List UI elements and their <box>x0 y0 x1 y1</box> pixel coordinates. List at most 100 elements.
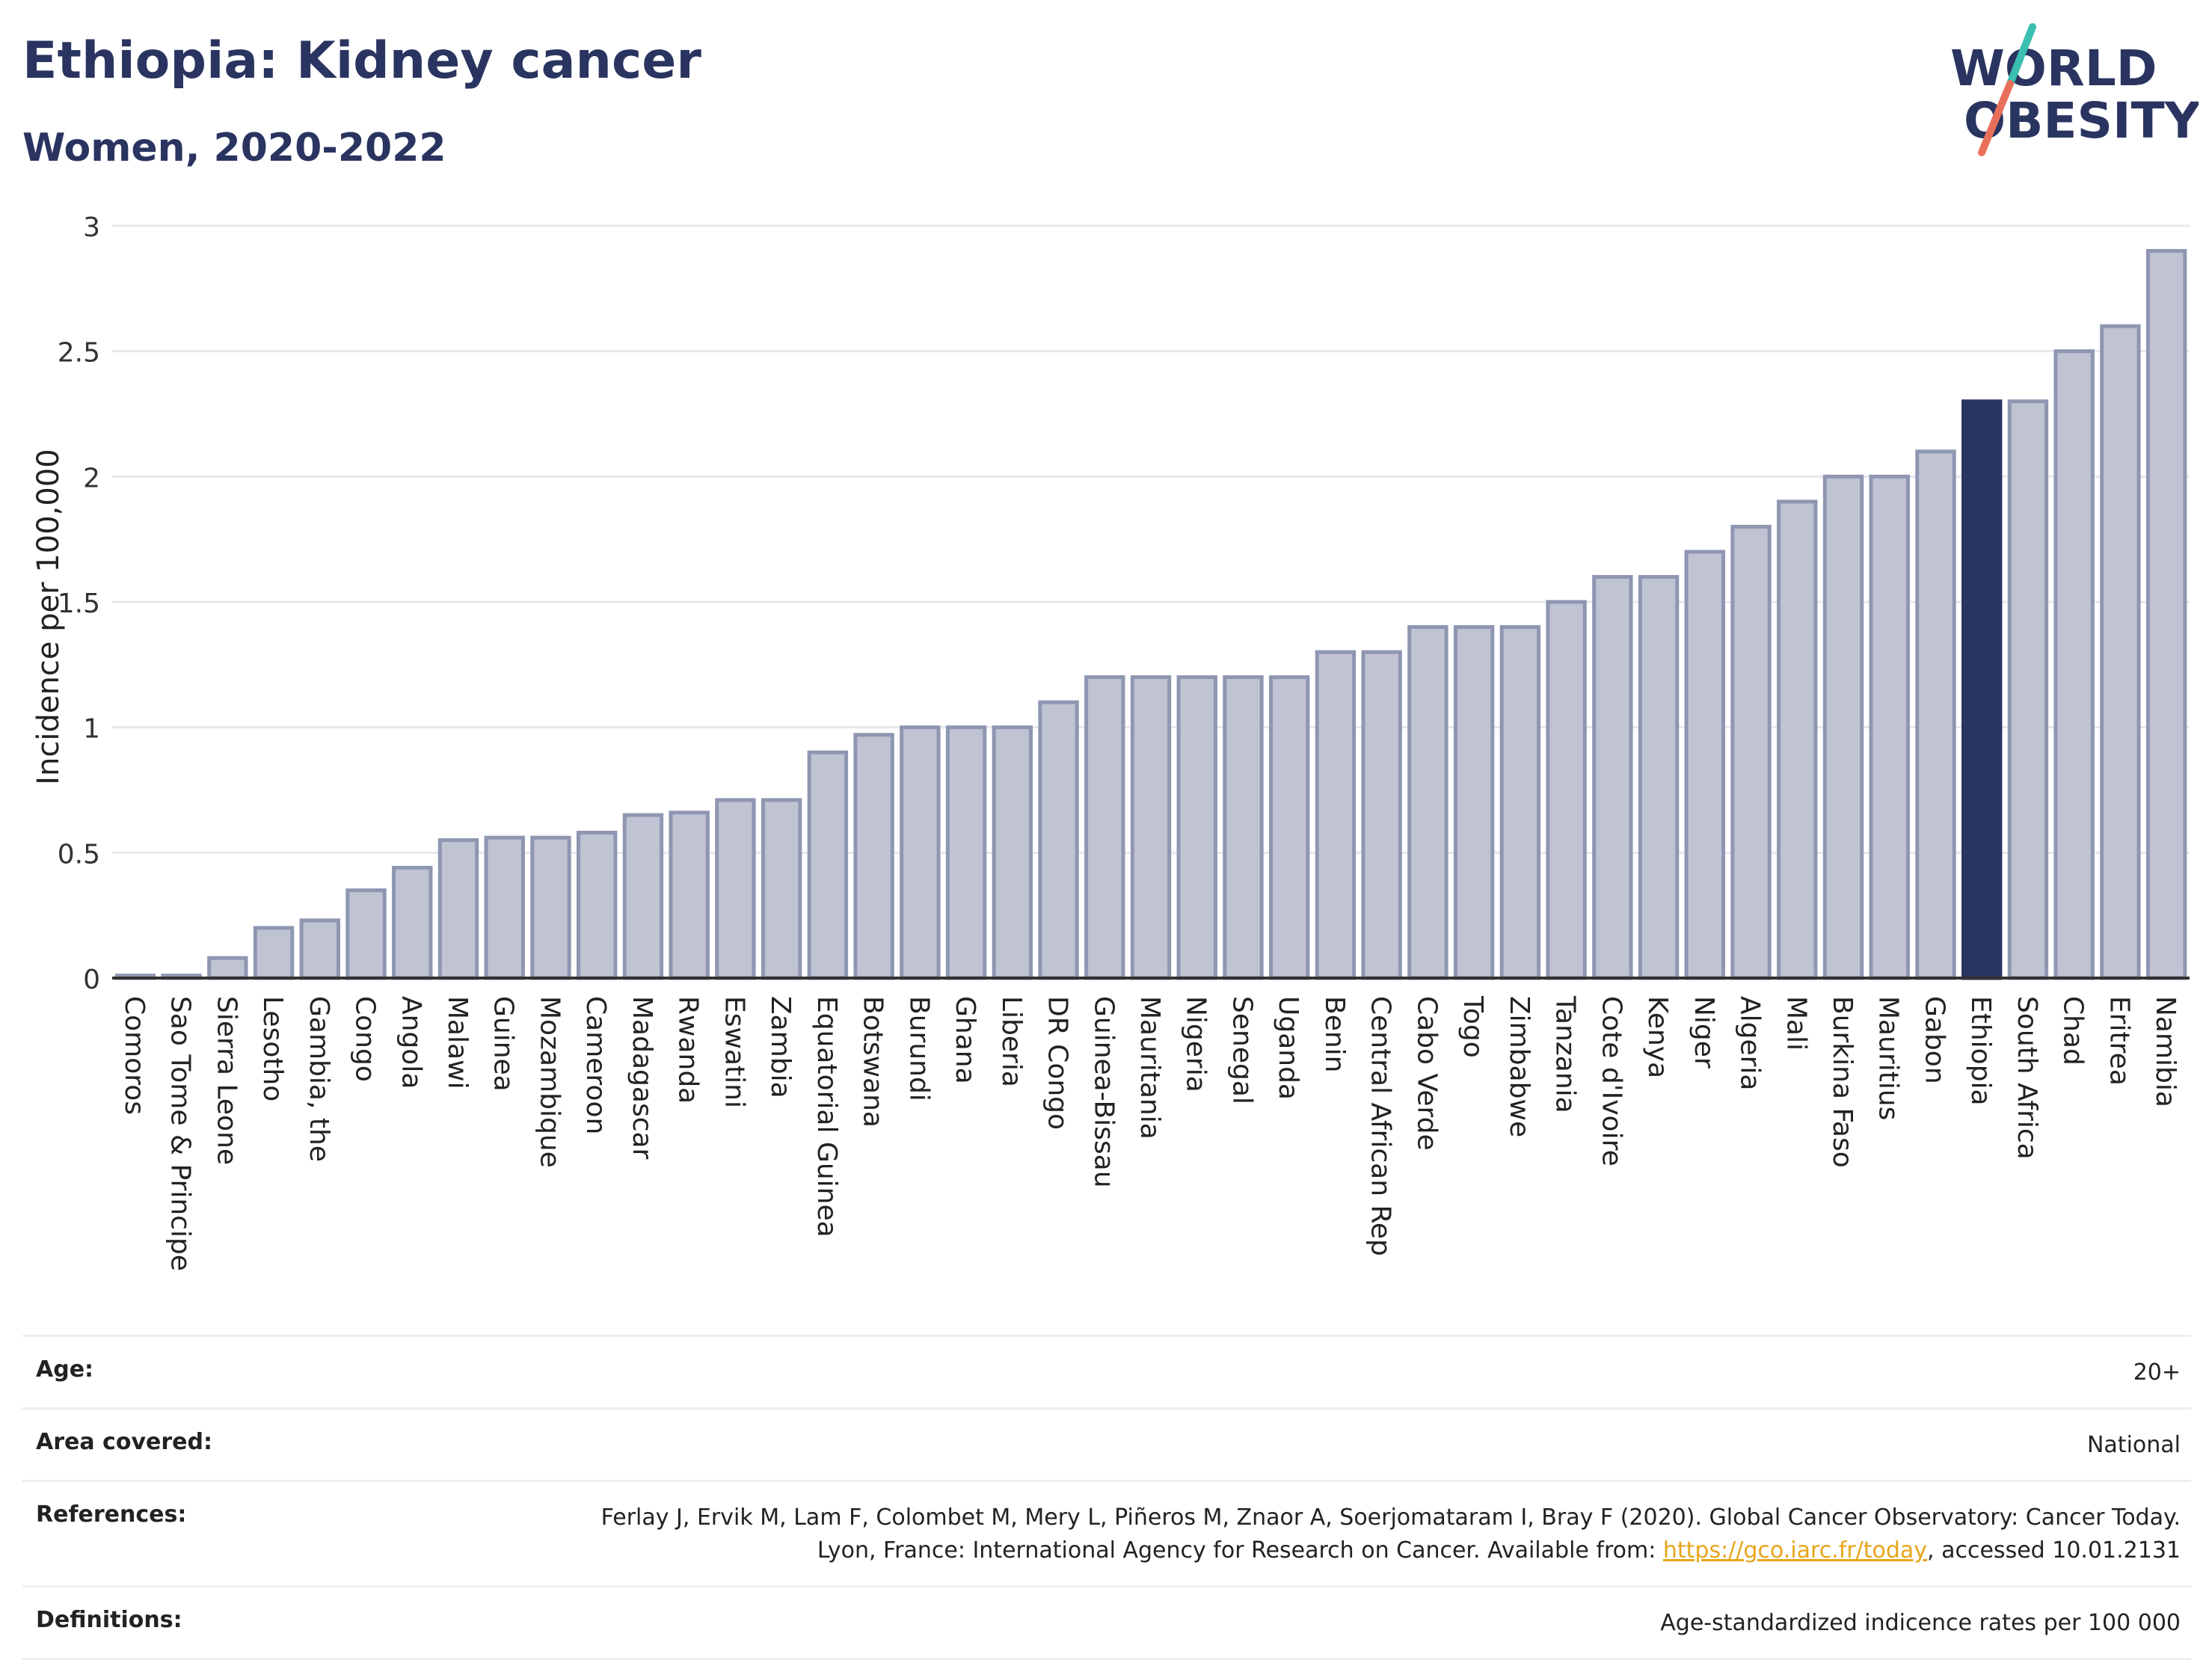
x-tick-label: Burkina Faso <box>1827 996 1858 1168</box>
bar-mauritius <box>1869 474 1910 980</box>
x-tick-label: Zambia <box>765 996 796 1098</box>
reference-link[interactable]: https://gco.iarc.fr/today <box>1662 1537 1928 1564</box>
x-tick-label: Nigeria <box>1181 996 1211 1092</box>
reference-text: Ferlay J, Ervik M, Lam F, Colombet M, Me… <box>600 1504 2181 1564</box>
y-tick-label: 1.5 <box>58 588 100 619</box>
bar-congo <box>345 888 387 980</box>
bar-malawi <box>437 838 479 980</box>
bar-cabo-verde <box>1407 625 1448 980</box>
x-tick-label: Mali <box>1781 996 1811 1051</box>
reference-accessed: , accessed 10.01.2131 <box>1927 1537 2181 1564</box>
footer-value-age: 20+ <box>2133 1359 2181 1386</box>
bar-cote-d-ivoire <box>1592 574 1633 980</box>
bar-gabon <box>1915 449 1956 980</box>
x-tick-label: Ethiopia <box>1965 996 1996 1106</box>
bar-togo <box>1453 625 1495 980</box>
x-tick-label: Central African Rep <box>1365 996 1396 1256</box>
x-tick-label: Sierra Leone <box>211 996 242 1165</box>
y-tick-label: 3 <box>83 212 100 243</box>
x-tick-label: Gabon <box>1919 996 1950 1084</box>
footer-value-references: Ferlay J, Ervik M, Lam F, Colombet M, Me… <box>573 1501 2191 1567</box>
x-tick-label: Malawi <box>442 996 473 1089</box>
logo-slash-top <box>2006 23 2036 87</box>
x-tick-label: Eswatini <box>719 996 749 1108</box>
x-tick-label: Mozambique <box>534 996 565 1168</box>
y-tick-label: 2.5 <box>58 338 100 369</box>
x-tick-label: Benin <box>1319 996 1350 1072</box>
x-tick-labels: Comoros Sao Tome & Principe Sierra Leone Le… <box>119 995 2181 1271</box>
bar-central-african-rep <box>1361 650 1402 980</box>
bar-angola <box>392 865 433 980</box>
bar-south-africa <box>2007 399 2049 980</box>
bar-botswana <box>853 733 894 980</box>
bar-burundi <box>900 725 941 980</box>
world-obesity-logo: WORLD OBESITY <box>1950 23 2199 156</box>
bar-mali <box>1777 499 1818 980</box>
x-tick-label: Rwanda <box>673 996 704 1104</box>
x-tick-label: Zimbabwe <box>1504 996 1534 1137</box>
bars <box>114 249 2187 980</box>
x-tick-label: Cameroon <box>580 996 611 1134</box>
bar-niger <box>1684 550 1725 980</box>
bar-namibia <box>2145 249 2187 980</box>
chart-title: Ethiopia: Kidney cancer <box>22 31 701 90</box>
bar-eritrea <box>2100 324 2141 980</box>
bar-zambia <box>761 798 802 980</box>
x-tick-label: Mauritius <box>1873 996 1904 1120</box>
x-tick-label: Cabo Verde <box>1411 996 1442 1151</box>
x-tick-label: Burundi <box>903 996 934 1101</box>
bar-lesotho <box>253 926 295 980</box>
bar-burkina-faso <box>1822 474 1864 980</box>
x-tick-label: Lesotho <box>257 996 288 1101</box>
x-tick-label: Chad <box>2058 996 2089 1066</box>
bar-guinea-bissau <box>1084 675 1125 980</box>
x-tick-label: Equatorial Guinea <box>811 996 842 1238</box>
footer-row-definitions: Definitions: Age-standardized indicence … <box>22 1585 2191 1660</box>
x-tick-label: Comoros <box>119 996 150 1115</box>
x-tick-label: Madagascar <box>627 996 657 1160</box>
x-tick-label: DR Congo <box>1042 996 1073 1130</box>
bar-liberia <box>992 725 1033 980</box>
y-axis-label: Incidence per 100,000 <box>31 449 66 785</box>
x-tick-label: Liberia <box>996 996 1027 1087</box>
x-tick-label: Botswana <box>858 996 888 1128</box>
x-tick-label: South Africa <box>2012 996 2042 1160</box>
footer-label-definitions: Definitions: <box>36 1607 182 1633</box>
bar-benin <box>1315 650 1357 980</box>
y-tick-labels: 0 0.5 1 1.5 2 2.5 3 <box>58 212 100 995</box>
x-tick-label: Eritrea <box>2104 996 2134 1086</box>
footer-value-definitions: Age-standardized indicence rates per 100… <box>1660 1610 2181 1636</box>
bar-algeria <box>1730 524 1772 980</box>
footer-label-references: References: <box>36 1501 187 1528</box>
footer-label-area: Area covered: <box>36 1429 212 1455</box>
x-tick-label: Cote d'Ivoire <box>1596 996 1626 1166</box>
x-tick-label: Angola <box>396 996 426 1089</box>
x-tick-label: Algeria <box>1735 996 1766 1091</box>
bar-equatorial-guinea <box>807 750 849 980</box>
x-tick-label: Senegal <box>1226 996 1257 1104</box>
x-tick-label: Sao Tome & Principe <box>165 996 196 1271</box>
bar-mozambique <box>530 835 571 980</box>
x-tick-label: Gambia, the <box>304 996 334 1162</box>
bar-gambia-the <box>299 918 340 980</box>
chart-subtitle: Women, 2020-2022 <box>22 126 446 170</box>
bar-nigeria <box>1176 675 1217 980</box>
bar-sierra-leone <box>207 956 248 980</box>
bar-dr-congo <box>1038 700 1079 980</box>
y-tick-label: 0 <box>83 965 100 995</box>
bar-cameroon <box>577 831 618 980</box>
bar-chad <box>2053 349 2095 980</box>
bar-rwanda <box>669 811 710 980</box>
footer-row-age: Age: 20+ <box>22 1335 2191 1407</box>
x-tick-label: Tanzania <box>1550 995 1581 1113</box>
x-tick-label: Niger <box>1689 996 1719 1069</box>
bar-senegal <box>1223 675 1264 980</box>
logo-line1: WORLD <box>1950 40 2157 97</box>
bar-tanzania <box>1546 600 1587 980</box>
bar-eswatini <box>715 798 756 980</box>
footer-row-references: References: Ferlay J, Ervik M, Lam F, Co… <box>22 1480 2191 1585</box>
bar-madagascar <box>622 813 664 980</box>
x-tick-label: Kenya <box>1642 996 1673 1078</box>
bar-mauritania <box>1130 675 1172 980</box>
x-tick-label: Togo <box>1457 995 1488 1058</box>
